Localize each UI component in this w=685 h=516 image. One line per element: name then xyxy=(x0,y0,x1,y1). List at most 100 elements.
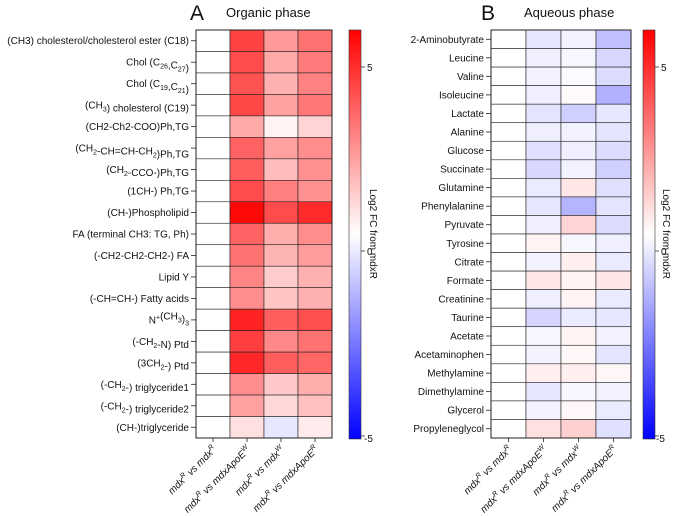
row-label-isoleucine: Isoleucine xyxy=(439,90,484,101)
heatmap-cell xyxy=(525,344,562,365)
heatmap-cell xyxy=(490,363,527,383)
heatmap-cell xyxy=(229,373,265,396)
heatmap-cell xyxy=(263,244,299,267)
heatmap-cell xyxy=(595,215,632,235)
heatmap-cell xyxy=(490,178,527,198)
heatmap-cell xyxy=(297,287,333,310)
row-label-tyrosine: Tyrosine xyxy=(446,239,484,250)
heatmap-cell xyxy=(525,85,562,105)
heatmap-cell xyxy=(560,215,597,235)
heatmap-cell xyxy=(195,29,231,52)
heatmap-cell xyxy=(297,394,333,417)
heatmap-cell xyxy=(490,196,527,216)
row-label-alanine: Alanine xyxy=(451,128,485,139)
row-label-methylamine: Methylamine xyxy=(427,369,484,380)
heatmap-cell xyxy=(525,382,562,402)
heatmap-cell xyxy=(525,103,562,124)
heatmap-cell xyxy=(195,51,231,74)
column-label: mdxR vs mdxApoEW xyxy=(181,443,254,516)
heatmap-cell xyxy=(560,66,597,86)
row-label-2-aminobutyrate: 2-Aminobutyrate xyxy=(411,35,485,46)
heatmap-cell xyxy=(560,29,597,49)
heatmap-cell xyxy=(490,344,527,365)
aqueous-colorbar-tick-min: -5 xyxy=(656,434,665,445)
heatmap-cell xyxy=(595,326,632,346)
heatmap-cell xyxy=(560,252,597,272)
heatmap-cell xyxy=(525,400,562,420)
row-label-acetaminophen: Acetaminophen xyxy=(415,350,485,361)
heatmap-cell xyxy=(595,344,632,365)
heatmap-cell xyxy=(560,159,597,179)
heatmap-cell xyxy=(263,373,299,396)
heatmap-cell xyxy=(297,29,333,52)
row-label-fa-terminal-ch3-tg-ph: FA (terminal CH3: TG, Ph) xyxy=(72,230,189,241)
row-label-1ch-ph-tg: (1CH-) Ph,TG xyxy=(127,187,189,198)
heatmap-cell xyxy=(595,307,632,328)
heatmap-cell xyxy=(229,265,265,288)
row-label-propyleneglycol: Propyleneglycol xyxy=(413,424,484,435)
heatmap-cell xyxy=(229,115,265,138)
heatmap-cell xyxy=(229,158,265,181)
panel-b-label: B xyxy=(481,2,495,25)
heatmap-cell xyxy=(525,419,562,439)
heatmap-cell xyxy=(263,158,299,181)
heatmap-cell xyxy=(525,326,562,346)
heatmap-cell xyxy=(195,394,231,417)
heatmap-cell xyxy=(595,103,632,124)
heatmap-cell xyxy=(490,85,527,105)
heatmap-cell xyxy=(195,222,231,246)
aqueous-row-labels: 2-Aminobutyrate Leucine Valine Isoleucine La… xyxy=(411,35,491,435)
heatmap-cell xyxy=(297,222,333,246)
organic-colorbar-tick-zero: 0 xyxy=(367,247,373,258)
heatmap-cell xyxy=(595,140,632,161)
heatmap-cell xyxy=(195,158,231,181)
heatmap-cell xyxy=(263,72,299,95)
heatmap-cell xyxy=(525,48,562,68)
row-label-n-ch3-3: N+(CH3)3 xyxy=(149,311,189,327)
heatmap-cell xyxy=(490,29,527,49)
row-label-glycerol: Glycerol xyxy=(447,406,484,417)
heatmap-cell xyxy=(195,180,231,203)
heatmap-cell xyxy=(560,233,597,253)
heatmap-cell xyxy=(297,265,333,288)
heatmap-cell xyxy=(229,94,265,117)
heatmap-cell xyxy=(560,307,597,328)
heatmap-cell xyxy=(263,287,299,310)
aqueous-heatmap xyxy=(490,29,632,439)
heatmap-cell xyxy=(263,394,299,417)
heatmap-cell xyxy=(560,178,597,198)
heatmap-cell xyxy=(595,270,632,290)
heatmap-cell xyxy=(490,103,527,124)
heatmap-cell xyxy=(229,51,265,74)
panel-a-title: Organic phase xyxy=(226,5,311,20)
row-label-acetate: Acetate xyxy=(450,332,484,343)
heatmap-cell xyxy=(560,103,597,124)
heatmap-cell xyxy=(229,308,265,331)
heatmap-cell xyxy=(297,201,333,224)
heatmap-cell xyxy=(525,196,562,216)
organic-heatmap xyxy=(195,29,333,439)
row-label-pyruvate: Pyruvate xyxy=(445,220,485,231)
heatmap-cell xyxy=(490,233,527,253)
row-label-taurine: Taurine xyxy=(451,313,484,324)
heatmap-cell xyxy=(297,330,333,353)
heatmap-cell xyxy=(525,122,562,142)
heatmap-cell xyxy=(490,159,527,179)
column-label: mdxR vs mdxApoEW xyxy=(478,443,551,516)
row-label-ch3-cholesterol-cholesterol-ester-c18: (CH3) cholesterol/cholesterol ester (C18… xyxy=(7,36,189,47)
heatmap-cell xyxy=(525,252,562,272)
heatmap-cell xyxy=(560,419,597,439)
aqueous-colorbar-tick-max: 5 xyxy=(661,63,667,74)
heatmap-cell xyxy=(490,270,527,290)
heatmap-cell xyxy=(195,201,231,224)
heatmap-cell xyxy=(297,244,333,267)
heatmap-cell xyxy=(263,137,299,160)
heatmap-cell xyxy=(263,351,299,374)
heatmap-cell xyxy=(263,265,299,288)
heatmap-cell xyxy=(229,201,265,224)
heatmap-cell xyxy=(595,233,632,253)
heatmap-cell xyxy=(195,265,231,288)
heatmap-cell xyxy=(595,159,632,179)
heatmap-cell xyxy=(490,215,527,235)
